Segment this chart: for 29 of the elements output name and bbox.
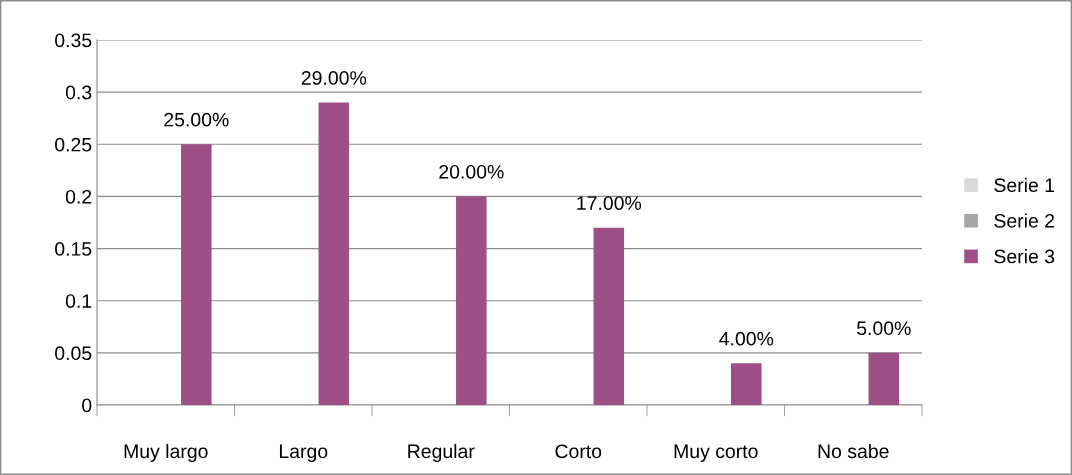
bar <box>731 363 762 405</box>
bar <box>593 227 625 405</box>
bar <box>318 102 350 405</box>
y-tick-label: 0 <box>82 398 92 413</box>
data-label: 29.00% <box>301 71 367 85</box>
bar <box>456 196 487 405</box>
x-tick-label: Muy corto <box>674 444 758 463</box>
legend-label: Serie 1 <box>994 177 1055 193</box>
y-tick-label: 0.1 <box>65 294 92 308</box>
y-tick-label: 0.05 <box>55 346 92 361</box>
y-tick-label: 0.2 <box>65 189 92 204</box>
bar <box>868 352 900 405</box>
x-tick-label: No sabe <box>818 443 889 459</box>
x-tick-label: Corto <box>555 444 602 459</box>
data-label: 4.00% <box>719 331 774 346</box>
x-tick-label: Regular <box>408 443 475 463</box>
x-tick-label: Muy largo <box>124 443 208 463</box>
y-tick-label: 0.25 <box>55 137 92 152</box>
data-label: 5.00% <box>857 321 911 336</box>
bar <box>181 144 212 405</box>
data-label: 20.00% <box>439 164 504 179</box>
data-label: 17.00% <box>577 196 642 210</box>
y-tick-label: 0.3 <box>65 85 92 100</box>
y-tick-label: 0.35 <box>55 33 92 48</box>
x-tick-label: Largo <box>279 444 328 463</box>
legend-label: Serie 2 <box>994 213 1055 228</box>
y-tick-label: 0.15 <box>55 242 92 256</box>
legend-label: Serie 3 <box>994 249 1055 264</box>
data-label: 25.00% <box>164 112 229 127</box>
